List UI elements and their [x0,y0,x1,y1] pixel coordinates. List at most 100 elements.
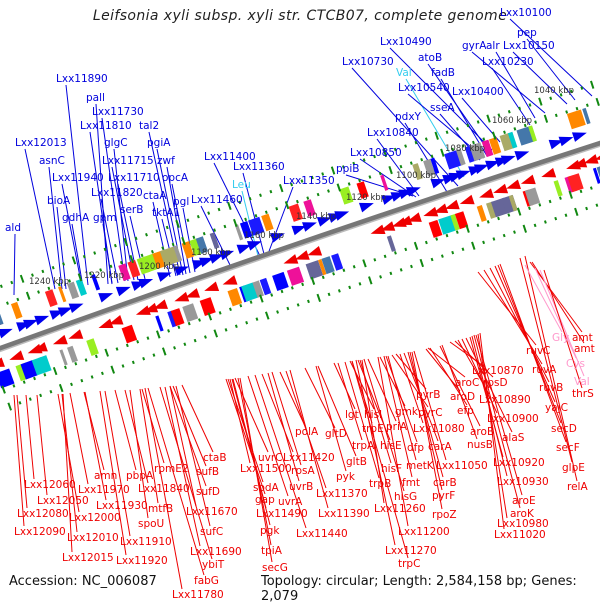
reverse-gene-label[interactable]: Lxx12090 [14,526,66,538]
forward-gene-label[interactable]: tal2 [139,120,160,132]
forward-gene-label[interactable]: Lxx11400 [204,151,256,163]
reverse-gene-label[interactable]: pbpA [126,470,154,482]
reverse-gene-label[interactable]: spoU [138,518,165,530]
reverse-gene-label[interactable]: Lxx10930 [497,476,549,488]
reverse-gene-label[interactable]: sufD [196,486,220,498]
reverse-gene-label[interactable]: Lxx11270 [385,545,437,557]
reverse-gene-label[interactable]: Lxx12010 [67,532,119,544]
reverse-gene-label[interactable]: nusB [467,439,493,451]
reverse-gene-label[interactable]: trpA [352,440,375,452]
forward-gene-label[interactable]: tktA1 [152,207,181,219]
reverse-gene-label[interactable]: hisI [364,409,383,421]
reverse-gene-label[interactable]: tpiA [261,545,282,557]
reverse-gene-label[interactable]: ruvC [526,345,551,357]
reverse-gene-label[interactable]: rpoZ [432,509,457,521]
reverse-gene-label[interactable]: Lxx11670 [186,506,238,518]
reverse-gene-label[interactable]: dfp [407,442,425,454]
reverse-gene-label[interactable]: secF [556,442,580,454]
forward-gene-label[interactable]: ppiB [336,163,360,175]
forward-gene-label[interactable]: Lxx11820 [91,187,143,199]
forward-gene-label[interactable]: gdhA [62,212,90,224]
reverse-gene-label[interactable]: secD [551,423,577,435]
reverse-gene-label[interactable]: Lxx10900 [487,413,539,425]
reverse-gene-label[interactable]: ruvA [532,364,557,376]
forward-gene-label[interactable]: Lxx10400 [452,86,504,98]
forward-gene-label[interactable]: pgiA [147,137,171,149]
reverse-gene-label[interactable]: pyrF [432,490,456,502]
forward-gene-label[interactable]: Lxx10100 [500,7,552,19]
reverse-gene-label[interactable]: ctaB [203,452,227,464]
reverse-gene-label[interactable]: pgk [260,525,280,537]
reverse-gene-label[interactable]: Lxx10870 [472,365,524,377]
forward-gene-label[interactable]: Lxx10490 [380,36,432,48]
forward-gene-label[interactable]: Lxx11890 [56,73,108,85]
reverse-gene-label[interactable]: aroE [512,495,536,507]
forward-gene-label[interactable]: fadB [431,67,455,79]
forward-gene-label[interactable]: sseA [430,102,455,114]
forward-gene-label[interactable]: Lxx10730 [342,56,394,68]
reverse-gene-label[interactable]: Lxx11370 [316,488,368,500]
reverse-gene-label[interactable]: gltD [325,428,347,440]
reverse-gene-label[interactable]: yajC [545,402,568,414]
reverse-gene-label[interactable]: aroB [470,426,495,438]
reverse-gene-label[interactable]: sufB [196,466,220,478]
reverse-gene-label[interactable]: ruvB [539,382,564,394]
reverse-gene-label[interactable]: Lxx12080 [17,508,69,520]
reverse-gene-label[interactable]: relA [567,481,588,493]
reverse-gene-label[interactable]: ybiT [202,559,225,571]
forward-gene-label[interactable]: ald [5,222,22,234]
forward-gene-label[interactable]: Lxx11710 [108,172,160,184]
reverse-gene-label[interactable]: amt [572,332,593,344]
reverse-gene-label[interactable]: Lxx12000 [69,512,121,524]
forward-gene-label[interactable]: Lxx11350 [283,175,335,187]
reverse-gene-label[interactable]: Lxx11930 [96,500,148,512]
reverse-gene-label[interactable]: Lxx12015 [62,552,114,564]
reverse-gene-label[interactable]: rpsA [291,465,315,477]
reverse-gene-label[interactable]: aroK [510,508,534,520]
reverse-gene-label[interactable]: efp [457,405,474,417]
reverse-gene-label[interactable]: amt [574,343,595,355]
reverse-gene-label[interactable]: sufC [200,526,224,538]
forward-gene-label[interactable]: gyrA [462,40,487,52]
reverse-gene-label[interactable]: amn [94,470,118,482]
reverse-gene-label[interactable]: Lxx10980 [497,518,549,530]
forward-gene-label[interactable]: serB [120,204,144,216]
forward-gene-label[interactable]: gpm [93,212,117,224]
reverse-gene-label[interactable]: hisG [394,491,418,503]
forward-gene-label[interactable]: Lxx10230 [482,56,534,68]
reverse-gene-label[interactable]: aroC [455,377,480,389]
reverse-gene-label[interactable]: Lxx11920 [116,555,168,567]
forward-gene-label[interactable]: Lxx10850 [350,147,402,159]
forward-gene-label[interactable]: Lxx11715 [102,155,154,167]
reverse-gene-label[interactable]: aroD [450,391,476,403]
reverse-gene-label[interactable]: trpB [369,478,392,490]
reverse-gene-label[interactable]: uvrB [289,481,314,493]
reverse-gene-label[interactable]: Lxx11420 [283,452,335,464]
forward-gene-label[interactable]: pall [86,92,105,104]
forward-gene-label[interactable]: Lxx11940 [52,172,104,184]
reverse-gene-label[interactable]: hisE [380,440,402,452]
reverse-gene-label[interactable]: alaS [502,432,525,444]
reverse-gene-label[interactable]: polA [295,426,319,438]
forward-gene-label[interactable]: Lxx11460 [191,194,243,206]
reverse-gene-label[interactable]: uvrC [258,452,283,464]
reverse-gene-label[interactable]: gmk [395,406,418,418]
reverse-gene-label[interactable]: secG [262,562,288,574]
reverse-gene-label[interactable]: mtfB [148,503,174,515]
forward-gene-label[interactable]: alr [486,40,500,52]
forward-gene-label[interactable]: Lxx12013 [15,137,67,149]
forward-gene-label[interactable]: Lxx10150 [503,40,555,52]
reverse-gene-label[interactable]: Lxx10920 [493,457,545,469]
reverse-gene-label[interactable]: rpmE2 [154,463,189,475]
reverse-gene-label[interactable]: Lxx11390 [318,508,370,520]
forward-gene-label[interactable]: Lxx10840 [367,127,419,139]
forward-gene-label[interactable]: glgC [104,137,128,149]
forward-gene-label[interactable]: pep [517,27,537,39]
forward-gene-label[interactable]: Lxx11730 [92,106,144,118]
reverse-gene-label[interactable]: pyrB [416,389,441,401]
reverse-gene-label[interactable]: rpsD [483,377,508,389]
reverse-gene-label[interactable]: glpE [562,462,585,474]
reverse-gene-label[interactable]: fmt [402,477,421,489]
reverse-gene-label[interactable]: Lxx11780 [172,589,224,601]
reverse-gene-label[interactable]: trpE [362,423,384,435]
